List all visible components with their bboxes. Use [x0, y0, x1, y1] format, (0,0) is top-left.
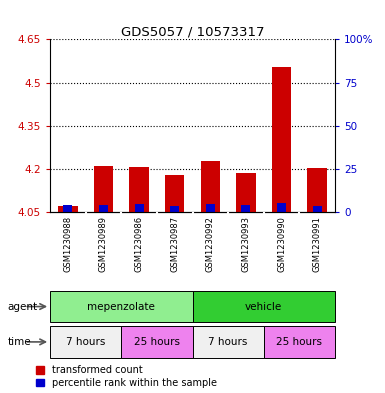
Bar	[129, 167, 149, 212]
Text: 7 hours: 7 hours	[66, 337, 105, 347]
Text: GSM1230989: GSM1230989	[99, 216, 108, 272]
Bar	[99, 205, 108, 212]
Text: GSM1230993: GSM1230993	[241, 216, 250, 272]
Bar	[50, 291, 192, 322]
Text: 25 hours: 25 hours	[134, 337, 180, 347]
Text: GSM1230988: GSM1230988	[64, 216, 72, 272]
Bar	[277, 203, 286, 212]
Bar	[192, 291, 335, 322]
Text: agent: agent	[8, 301, 38, 312]
Text: time: time	[8, 337, 31, 347]
Bar	[58, 206, 78, 212]
Bar	[192, 326, 264, 358]
Legend: transformed count, percentile rank within the sample: transformed count, percentile rank withi…	[36, 365, 217, 388]
Bar	[206, 204, 215, 212]
Bar	[170, 206, 179, 212]
Text: GSM1230992: GSM1230992	[206, 216, 215, 272]
Bar	[241, 205, 250, 212]
Bar	[201, 161, 220, 212]
Text: GSM1230986: GSM1230986	[135, 216, 144, 272]
Text: vehicle: vehicle	[245, 301, 282, 312]
Text: 25 hours: 25 hours	[276, 337, 322, 347]
Bar	[313, 206, 321, 212]
Bar	[165, 175, 184, 212]
Bar	[135, 204, 144, 212]
Bar	[121, 326, 192, 358]
Bar	[94, 166, 113, 212]
Bar	[64, 205, 72, 212]
Text: GSM1230990: GSM1230990	[277, 216, 286, 272]
Text: GSM1230987: GSM1230987	[170, 216, 179, 272]
Bar	[50, 326, 121, 358]
Bar	[272, 67, 291, 212]
Text: 7 hours: 7 hours	[208, 337, 248, 347]
Text: GDS5057 / 10573317: GDS5057 / 10573317	[121, 26, 264, 39]
Bar	[236, 173, 256, 212]
Bar	[307, 169, 327, 212]
Text: mepenzolate: mepenzolate	[87, 301, 155, 312]
Text: GSM1230991: GSM1230991	[313, 216, 321, 272]
Bar	[264, 326, 335, 358]
